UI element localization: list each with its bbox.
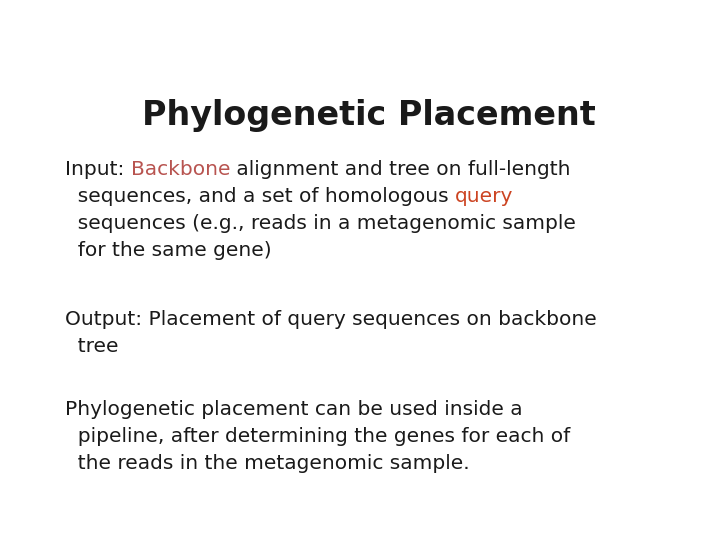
Text: for the same gene): for the same gene) [65,241,271,260]
Text: pipeline, after determining the genes for each of: pipeline, after determining the genes fo… [65,427,570,446]
Text: the reads in the metagenomic sample.: the reads in the metagenomic sample. [65,454,469,473]
Text: sequences (e.g., reads in a metagenomic sample: sequences (e.g., reads in a metagenomic … [65,214,576,233]
Text: tree: tree [65,337,119,356]
Text: Output: Placement of query sequences on backbone: Output: Placement of query sequences on … [65,310,597,329]
Text: query: query [455,187,513,206]
Text: Backbone: Backbone [131,160,230,179]
Text: sequences, and a set of homologous: sequences, and a set of homologous [65,187,455,206]
Text: Phylogenetic placement can be used inside a: Phylogenetic placement can be used insid… [65,400,523,419]
Text: alignment and tree on full-length: alignment and tree on full-length [230,160,571,179]
Text: Phylogenetic Placement: Phylogenetic Placement [142,99,596,132]
Text: Input:: Input: [65,160,131,179]
